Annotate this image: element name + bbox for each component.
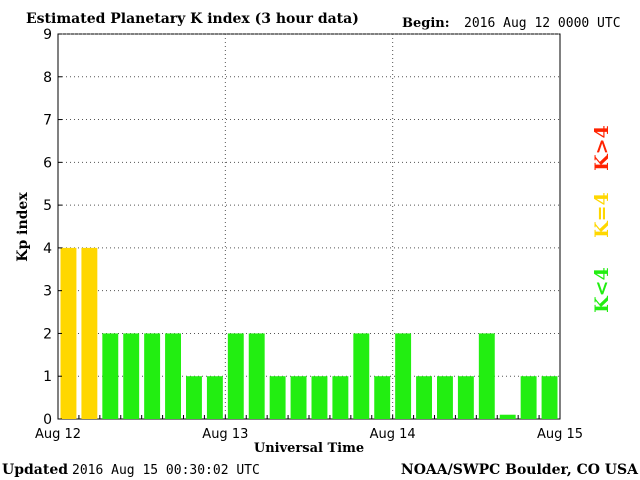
y-tick-label: 0 xyxy=(43,412,52,428)
legend-quiet: K<4 xyxy=(591,267,613,313)
begin-label: Begin: xyxy=(402,16,450,31)
kp-bar xyxy=(353,333,370,419)
begin-value: 2016 Aug 12 0000 UTC xyxy=(464,16,621,31)
kp-bar xyxy=(520,376,537,419)
kp-bar xyxy=(541,376,558,419)
kp-bar xyxy=(60,247,77,419)
y-tick-label: 6 xyxy=(43,155,52,171)
kp-bar xyxy=(206,376,223,419)
y-tick-label: 4 xyxy=(43,241,52,257)
x-tick-labels: Aug 12 Aug 13 Aug 14 Aug 15 xyxy=(35,415,583,442)
kp-bar xyxy=(248,333,265,419)
y-tick-label: 1 xyxy=(43,369,52,385)
kp-bar xyxy=(416,376,432,419)
plot-frame xyxy=(57,33,561,420)
y-tick-label: 8 xyxy=(43,70,52,86)
kp-bar xyxy=(144,333,161,419)
kp-bar xyxy=(269,376,286,419)
kp-bar xyxy=(165,333,181,419)
x-tick-label: Aug 15 xyxy=(537,427,583,442)
legend-storm: K>4 xyxy=(591,125,613,171)
x-tick-label: Aug 13 xyxy=(202,427,248,442)
updated-value: 2016 Aug 15 00:30:02 UTC xyxy=(72,463,260,478)
kp-bar xyxy=(81,247,98,419)
y-tick-label: 3 xyxy=(43,284,52,300)
y-tick-labels: 0 1 2 3 4 5 6 7 8 9 xyxy=(43,27,62,428)
x-tick-label: Aug 14 xyxy=(370,427,416,442)
kp-bar xyxy=(395,333,412,419)
kp-bar xyxy=(311,376,328,419)
kp-bar xyxy=(374,376,391,419)
kp-bar xyxy=(478,333,495,419)
kp-bar xyxy=(437,376,453,419)
kp-bar xyxy=(332,376,349,419)
y-tick-label: 9 xyxy=(43,27,52,43)
legend: K>4 K=4 K<4 xyxy=(591,125,613,313)
plot-area: 0 1 2 3 4 5 6 7 8 9 Aug 12 Aug 13 Aug 14 Aug 15 xyxy=(35,27,583,442)
kp-bar xyxy=(123,333,140,419)
kp-bar xyxy=(102,333,119,419)
x-tick-label: Aug 12 xyxy=(35,427,81,442)
y-tick-label: 2 xyxy=(43,326,52,342)
kp-bar xyxy=(227,333,244,419)
bars xyxy=(60,247,558,419)
legend-active: K=4 xyxy=(591,192,613,238)
kp-bar xyxy=(290,376,307,419)
credit-text: NOAA/SWPC Boulder, CO USA xyxy=(401,462,639,478)
y-tick-label: 5 xyxy=(43,198,52,214)
kp-bar xyxy=(457,376,474,419)
x-axis-label: Universal Time xyxy=(254,441,364,456)
kp-bar xyxy=(499,414,516,419)
chart-title: Estimated Planetary K index (3 hour data… xyxy=(26,11,359,27)
y-axis-label: Kp index xyxy=(15,192,31,262)
kp-bar xyxy=(186,376,202,419)
updated-label: Updated xyxy=(2,462,68,478)
y-tick-label: 7 xyxy=(43,113,52,129)
grid-lines xyxy=(58,33,560,419)
